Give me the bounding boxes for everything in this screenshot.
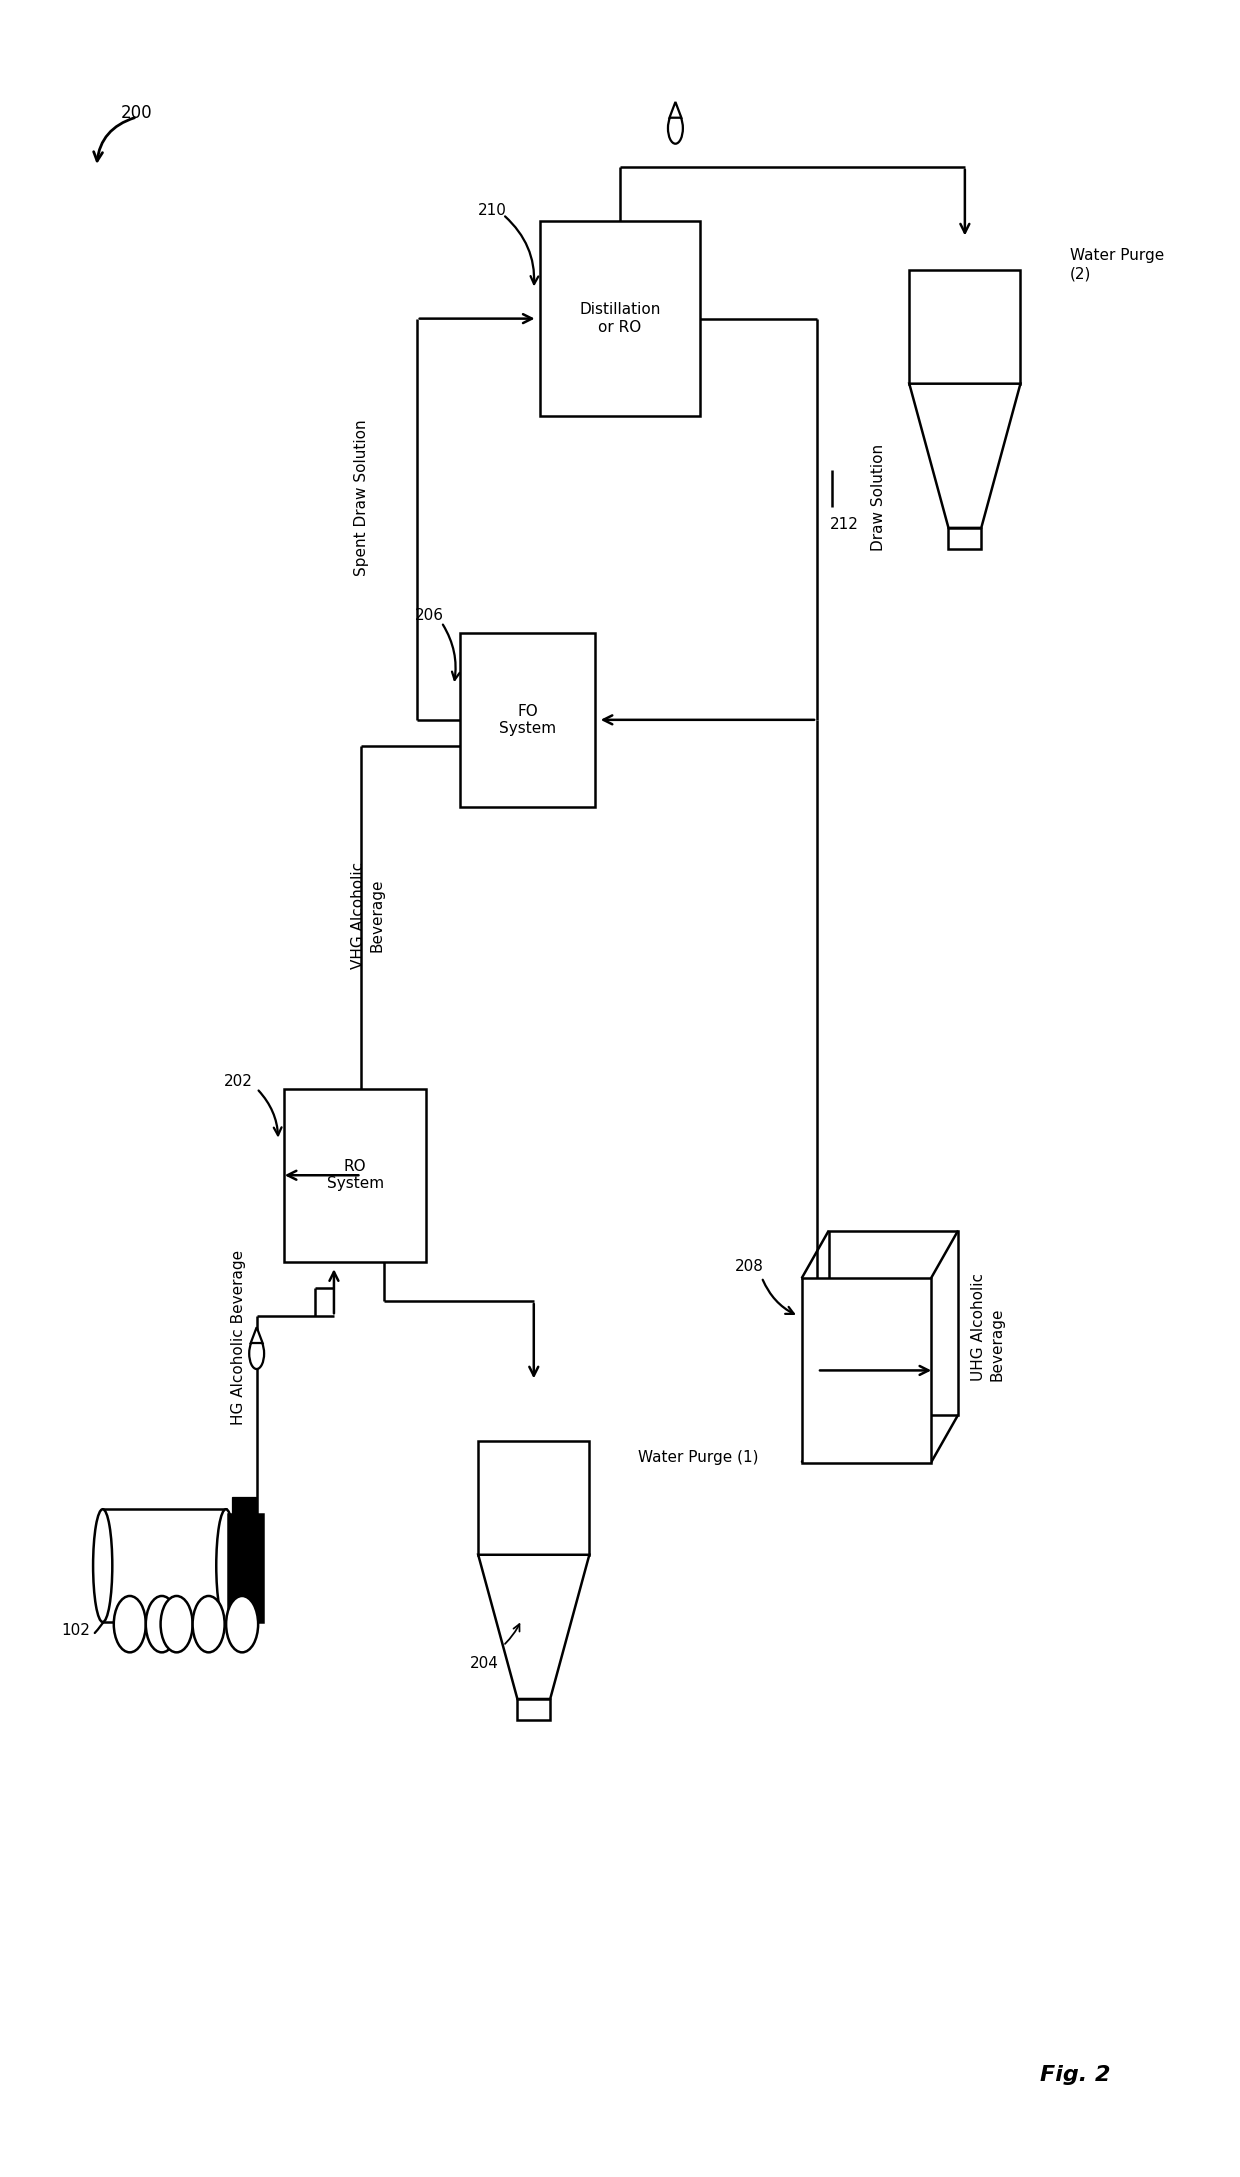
Text: HG Alcoholic Beverage: HG Alcoholic Beverage: [231, 1250, 246, 1426]
Circle shape: [192, 1596, 224, 1652]
Circle shape: [146, 1596, 177, 1652]
Text: 208: 208: [735, 1258, 764, 1274]
Text: Water Purge
(2): Water Purge (2): [1070, 248, 1164, 281]
Bar: [517, 1698, 551, 1720]
Polygon shape: [250, 1328, 263, 1343]
Bar: [460, 634, 595, 805]
Text: 204: 204: [470, 1657, 498, 1670]
Text: Spent Draw Solution: Spent Draw Solution: [353, 420, 368, 577]
Text: FO
System: FO System: [498, 703, 557, 736]
Text: UHG Alcoholic
Beverage: UHG Alcoholic Beverage: [971, 1274, 1004, 1380]
Bar: [284, 1088, 427, 1263]
Bar: [828, 1230, 959, 1415]
Bar: [539, 222, 701, 416]
Bar: [228, 1513, 263, 1622]
Text: VHG Alcoholic
Beverage: VHG Alcoholic Beverage: [351, 862, 384, 969]
Text: RO
System: RO System: [326, 1158, 383, 1191]
Text: 206: 206: [414, 607, 444, 623]
Circle shape: [226, 1596, 258, 1652]
Ellipse shape: [249, 1339, 264, 1369]
Text: Distillation
or RO: Distillation or RO: [579, 303, 661, 335]
Text: 102: 102: [61, 1624, 91, 1637]
Bar: [909, 270, 1021, 383]
Bar: [949, 527, 981, 549]
Text: 200: 200: [122, 104, 153, 122]
Text: Water Purge (1): Water Purge (1): [639, 1450, 759, 1465]
Polygon shape: [479, 1554, 589, 1698]
Ellipse shape: [216, 1509, 236, 1622]
Ellipse shape: [93, 1509, 113, 1622]
Text: 212: 212: [830, 518, 858, 531]
Bar: [103, 1509, 226, 1622]
Text: 210: 210: [479, 202, 507, 218]
Text: Draw Solution: Draw Solution: [872, 444, 887, 551]
Ellipse shape: [668, 113, 683, 144]
Circle shape: [161, 1596, 192, 1652]
Polygon shape: [909, 383, 1021, 527]
Bar: [802, 1278, 931, 1463]
Circle shape: [114, 1596, 146, 1652]
Polygon shape: [670, 102, 682, 118]
Text: Fig. 2: Fig. 2: [1040, 2066, 1111, 2086]
Text: 202: 202: [223, 1075, 253, 1088]
Bar: [232, 1498, 255, 1513]
Bar: [479, 1441, 589, 1554]
